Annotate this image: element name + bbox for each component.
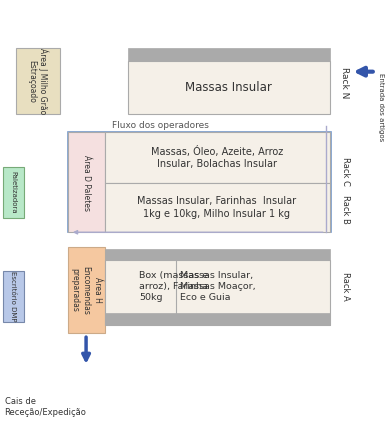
Text: Área H
Encomendas
preparadas: Área H Encomendas preparadas <box>71 266 102 315</box>
FancyBboxPatch shape <box>105 260 330 324</box>
Text: Rack N: Rack N <box>340 67 349 98</box>
FancyBboxPatch shape <box>68 133 105 232</box>
Text: Entrada dos artigos: Entrada dos artigos <box>378 73 384 141</box>
Text: Massas, Óleo, Azeite, Arroz
Insular, Bolachas Insular: Massas, Óleo, Azeite, Arroz Insular, Bol… <box>151 146 283 169</box>
FancyBboxPatch shape <box>105 133 330 182</box>
Text: Rack B: Rack B <box>341 195 350 224</box>
Text: Paletizadora: Paletizadora <box>10 171 16 214</box>
FancyBboxPatch shape <box>3 167 24 218</box>
FancyBboxPatch shape <box>105 182 330 232</box>
Text: Rack A: Rack A <box>341 272 350 301</box>
Text: Box (massas e
arroz), Farinha
50kg: Box (massas e arroz), Farinha 50kg <box>139 271 208 303</box>
FancyBboxPatch shape <box>128 48 330 61</box>
Text: Área D Paletes: Área D Paletes <box>81 154 91 210</box>
FancyBboxPatch shape <box>105 313 330 324</box>
FancyBboxPatch shape <box>105 249 330 260</box>
Text: Massas Insular,
Massas Moaçor,
Eco e Guia: Massas Insular, Massas Moaçor, Eco e Gui… <box>179 271 255 303</box>
FancyBboxPatch shape <box>16 48 60 114</box>
FancyBboxPatch shape <box>3 271 24 322</box>
Text: Escritório DMP: Escritório DMP <box>10 271 16 322</box>
Text: Cais de
Receção/Expedição: Cais de Receção/Expedição <box>5 396 86 417</box>
Text: Massas Insular: Massas Insular <box>185 81 272 94</box>
Text: Área J Milho Grão
Estraçoado: Área J Milho Grão Estraçoado <box>27 48 49 114</box>
FancyBboxPatch shape <box>128 61 330 114</box>
Text: Rack C: Rack C <box>341 157 350 186</box>
FancyBboxPatch shape <box>68 247 105 333</box>
Text: Fluxo dos operadores: Fluxo dos operadores <box>112 121 209 130</box>
Text: Massas Insular, Farinhas  Insular
1kg e 10kg, Milho Insular 1 kg: Massas Insular, Farinhas Insular 1kg e 1… <box>137 196 296 218</box>
